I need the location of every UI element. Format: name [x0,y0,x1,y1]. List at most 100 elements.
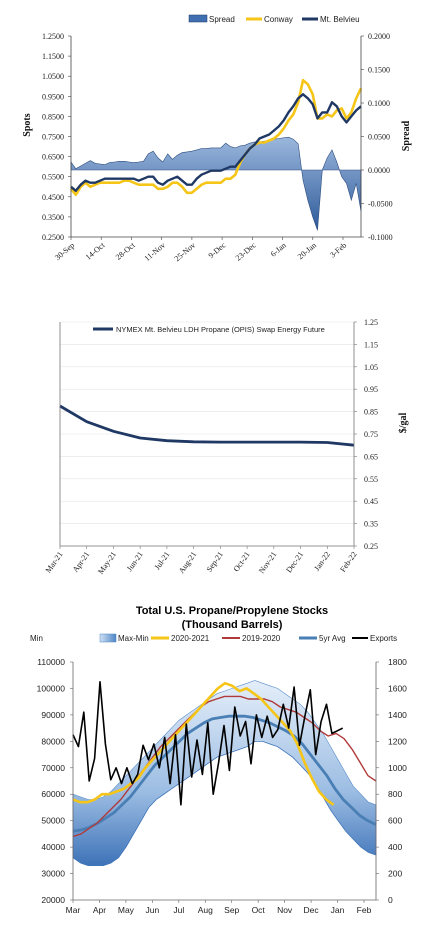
chart1-y2label: Spread [401,120,412,151]
y2-tick-label: 0.75 [364,430,378,439]
legend-swatch-maxmin [99,633,117,643]
legend-label-maxmin: Max-Min [118,634,149,643]
y2-tick-label: 0.1000 [368,99,390,108]
legend-label-5yr: 5yr Avg [319,634,346,643]
y2-tick-label: -0.1000 [368,233,393,242]
y2-tick-label: 0.35 [364,520,378,529]
y2-tick-label: 0.0000 [368,166,390,175]
propane-stocks-chart: Total U.S. Propane/Propylene Stocks (Tho… [30,605,407,915]
y-tick-label: 20000 [41,895,65,905]
x-tick-label: May [118,905,135,915]
legend-label-2020: 2020-2021 [171,634,210,643]
series-2020-2021 [72,681,335,806]
x-tick-label: 9-Dec [207,240,228,260]
y-tick-label: 0.5500 [42,173,64,182]
x-tick-label: Jun-21 [125,550,145,573]
x-tick-label: 30-Sep [53,241,76,262]
x-tick-label: Aug [198,905,213,915]
legend-label-min: Min [30,634,43,643]
y-tick-label: 70000 [41,763,65,773]
legend-swatch-spread [188,14,208,23]
x-tick-label: Oct-21 [232,550,252,573]
x-tick-label: Aug-21 [177,550,198,575]
x-tick-label: Jun [146,905,160,915]
y2-tick-label: 1000 [388,763,407,773]
x-tick-label: 14-Oct [84,240,107,262]
y2-tick-label: 1400 [388,710,407,720]
y2-tick-label: 0.0500 [368,133,390,142]
x-tick-label: Apr [93,905,106,915]
legend-label-futures: NYMEX Mt. Belvieu LDH Propane (OPIS) Swa… [116,325,325,334]
y2-tick-label: 1600 [388,683,407,693]
x-tick-label: Feb [357,905,372,915]
y2-tick-label: 400 [388,842,402,852]
y-tick-label: 60000 [41,789,65,799]
x-tick-label: Jul-21 [153,550,172,572]
y2-tick-label: 1.25 [364,318,378,327]
legend-label-spread: Spread [209,15,235,24]
y2-tick-label: 800 [388,789,402,799]
chart2-y2label: $/gal [398,413,409,434]
legend-label-exports: Exports [370,634,397,643]
y-tick-label: 0.6500 [42,153,64,162]
y-tick-label: 50000 [41,816,65,826]
y2-tick-label: 1200 [388,736,407,746]
min-line [72,740,377,866]
propane-futures-chart: NYMEX Mt. Belvieu LDH Propane (OPIS) Swa… [44,318,409,576]
chart3-title: Total U.S. Propane/Propylene Stocks [136,605,328,617]
y-tick-label: 1.0500 [42,72,64,81]
x-tick-label: Jan [331,905,345,915]
y-tick-label: 0.7500 [42,133,64,142]
y2-tick-label: 600 [388,816,402,826]
spread-area [70,136,362,231]
chart1-ylabel: Spots [22,113,33,136]
x-tick-label: Nov-21 [257,550,278,575]
y2-tick-label: 0.85 [364,408,378,417]
y2-tick-label: 0.95 [364,385,378,394]
y-tick-label: 0.9500 [42,92,64,101]
y2-tick-label: 0.65 [364,452,378,461]
y-tick-label: 110000 [37,657,65,667]
x-tick-label: May-21 [96,550,118,576]
x-tick-label: 20-Jan [296,241,318,262]
conway-line [69,78,363,197]
x-tick-label: Mar [66,905,81,915]
y2-tick-label: 1800 [388,657,407,667]
y2-tick-label: 0.1500 [368,66,390,75]
y2-tick-label: -0.0500 [368,200,393,209]
y-tick-label: 80000 [41,736,65,746]
y-tick-label: 0.8500 [42,112,64,121]
x-tick-label: Nov [277,905,293,915]
x-tick-label: 6-Jan [269,241,288,259]
spot-spread-chart: Spread Conway Mt. Belvieu 1.2500 1.1500 1.05… [22,14,412,264]
series-exports [72,681,344,806]
y-tick-label: 90000 [41,710,65,720]
x-tick-label: Dec-21 [284,550,305,574]
x-tick-label: Jan-22 [312,550,332,573]
x-tick-label: 25-Nov [173,241,198,264]
y2-tick-label: 0 [388,895,393,905]
x-tick-label: Sep [224,905,239,915]
x-tick-label: Sep-21 [205,550,225,574]
legend-label-2019: 2019-2020 [242,634,281,643]
y2-tick-label: 0.2000 [368,32,390,41]
belvieu-line [70,93,362,193]
x-tick-label: Feb-22 [338,550,358,574]
x-tick-label: Apr-21 [71,550,92,574]
y-tick-label: 0.4500 [42,193,64,202]
series-2019-2020 [72,695,377,838]
y-tick-label: 1.1500 [42,52,64,61]
futures-line [59,404,355,447]
y2-tick-label: 0.45 [364,497,378,506]
x-tick-label: Jul [173,905,184,915]
x-tick-label: 11-Nov [143,241,167,263]
x-tick-label: Mar-21 [44,550,65,575]
x-tick-label: Oct [252,905,266,915]
y2-tick-label: 0.25 [364,542,378,551]
x-tick-label: 23-Dec [234,240,258,262]
y2-tick-label: 1.15 [364,340,378,349]
chart3-legend: Min Max-Min 2020-2021 2019-2020 5yr Avg Expor… [30,633,397,643]
y2-tick-label: 0.55 [364,475,378,484]
chart1-legend: Spread Conway Mt. Belvieu [188,14,360,24]
legend-label-conway: Conway [264,15,293,24]
